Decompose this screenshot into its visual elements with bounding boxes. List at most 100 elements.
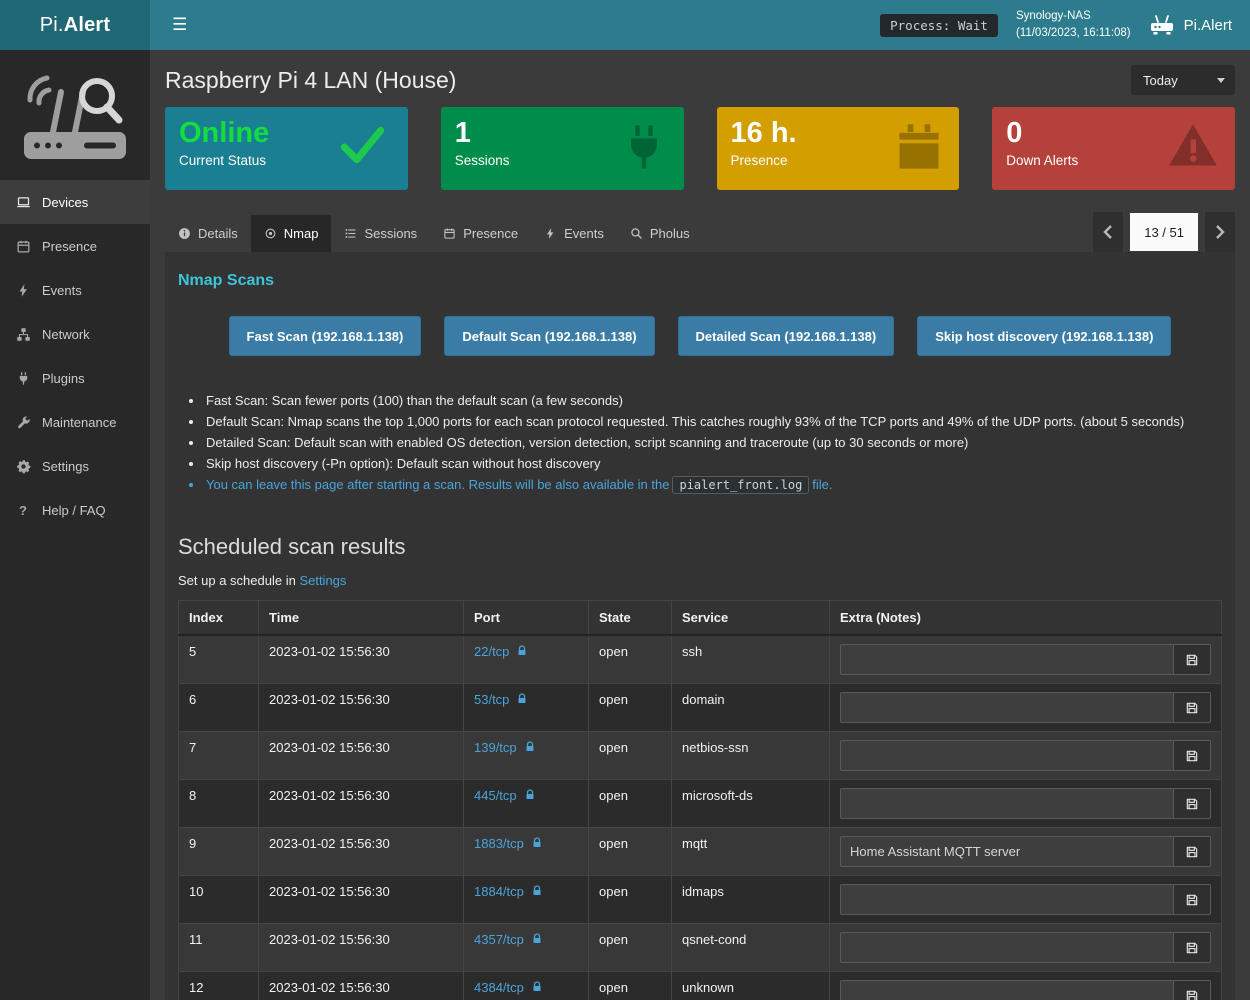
tab-events[interactable]: Events <box>531 215 617 252</box>
cell-port: 1884/tcp <box>463 875 589 924</box>
list-icon <box>344 227 357 240</box>
tab-details[interactable]: Details <box>165 215 251 252</box>
cell-index: 11 <box>178 923 259 972</box>
port-link[interactable]: 22/tcp <box>474 644 510 659</box>
header-app-link[interactable]: Pi.Alert <box>1149 14 1236 36</box>
save-note-button[interactable] <box>1174 788 1211 819</box>
cell-time: 2023-01-02 15:56:30 <box>258 875 464 924</box>
period-select-value: Today <box>1143 72 1178 88</box>
nmap-note-list: You can leave this page after starting a… <box>204 474 1222 496</box>
cell-extra-notes <box>829 779 1222 828</box>
magnifier-icon <box>630 227 643 240</box>
status-box-sessions: 1 Sessions <box>440 107 684 190</box>
scan-result-row: 10 2023-01-02 15:56:30 1884/tcp open idm… <box>178 875 1222 924</box>
note-input[interactable] <box>840 644 1174 675</box>
plug-icon <box>630 125 657 169</box>
scan-button[interactable]: Skip host discovery (192.168.1.138) <box>917 316 1172 356</box>
sidebar-item-events[interactable]: Events <box>0 268 150 312</box>
port-link[interactable]: 139/tcp <box>474 740 517 755</box>
note-input[interactable] <box>840 836 1174 867</box>
sidebar-item-plugins[interactable]: Plugins <box>0 356 150 400</box>
scan-description-item: Detailed Scan: Default scan with enabled… <box>204 432 1222 453</box>
cell-extra-notes <box>829 731 1222 780</box>
note-input[interactable] <box>840 932 1174 963</box>
device-pagination-indicator: 13 / 51 <box>1130 213 1198 251</box>
sidebar-item-presence[interactable]: Presence <box>0 224 150 268</box>
sidebar-item-network[interactable]: Network <box>0 312 150 356</box>
sidebar-item-label: Events <box>42 282 82 298</box>
note-input[interactable] <box>840 788 1174 819</box>
cell-port: 22/tcp <box>463 634 589 684</box>
scan-description-item: Skip host discovery (-Pn option): Defaul… <box>204 453 1222 474</box>
cell-state: open <box>588 634 672 684</box>
save-icon <box>1186 990 1198 1000</box>
router-icon <box>1150 15 1173 35</box>
cell-service: microsoft-ds <box>671 779 830 828</box>
port-link[interactable]: 4357/tcp <box>474 932 524 947</box>
note-input[interactable] <box>840 692 1174 723</box>
lock-icon <box>531 933 543 945</box>
port-link[interactable]: 4384/tcp <box>474 980 524 995</box>
save-note-button[interactable] <box>1174 884 1211 915</box>
sidebar-item-help-faq[interactable]: ? Help / FAQ <box>0 488 150 532</box>
port-link[interactable]: 445/tcp <box>474 788 517 803</box>
brand-logo[interactable]: Pi. Alert <box>0 0 150 50</box>
port-link[interactable]: 53/tcp <box>474 692 510 707</box>
network-icon <box>15 326 31 342</box>
sidebar-item-settings[interactable]: Settings <box>0 444 150 488</box>
tab-pholus[interactable]: Pholus <box>617 215 703 252</box>
save-icon <box>1186 894 1198 905</box>
status-box-down-alerts: 0 Down Alerts <box>992 107 1235 190</box>
status-label: Sessions <box>454 153 510 169</box>
period-select[interactable]: Today <box>1131 65 1235 95</box>
settings-link[interactable]: Settings <box>299 573 347 588</box>
save-note-button[interactable] <box>1174 980 1211 1000</box>
lock-icon <box>524 789 536 801</box>
status-value: Online <box>179 117 270 149</box>
scan-button[interactable]: Detailed Scan (192.168.1.138) <box>677 316 895 356</box>
save-note-button[interactable] <box>1174 644 1211 675</box>
save-note-button[interactable] <box>1174 740 1211 771</box>
scan-result-row: 6 2023-01-02 15:56:30 53/tcp open domain <box>178 683 1222 732</box>
prev-device-button[interactable] <box>1093 212 1124 252</box>
cell-state: open <box>588 731 672 780</box>
column-header-port: Port <box>463 600 589 636</box>
column-header-time: Time <box>258 600 464 636</box>
laptop-icon <box>15 194 31 210</box>
next-device-button[interactable] <box>1205 212 1235 252</box>
scan-description-item: Default Scan: Nmap scans the top 1,000 p… <box>204 411 1222 432</box>
sidebar-item-maintenance[interactable]: Maintenance <box>0 400 150 444</box>
lock-icon <box>516 645 528 657</box>
port-link[interactable]: 1883/tcp <box>474 836 524 851</box>
note-input[interactable] <box>840 980 1174 1000</box>
router-magnifier-icon <box>24 75 126 159</box>
cell-index: 6 <box>178 683 259 732</box>
port-link[interactable]: 1884/tcp <box>474 884 524 899</box>
tab-nmap[interactable]: Nmap <box>250 215 332 252</box>
note-input[interactable] <box>840 740 1174 771</box>
note-input-group <box>840 884 1211 915</box>
save-note-button[interactable] <box>1174 836 1211 867</box>
tab-sessions[interactable]: Sessions <box>331 215 430 252</box>
note-input[interactable] <box>840 884 1174 915</box>
warning-icon <box>1169 124 1217 166</box>
tab-presence[interactable]: Presence <box>430 215 531 252</box>
save-note-button[interactable] <box>1174 932 1211 963</box>
scan-button[interactable]: Default Scan (192.168.1.138) <box>444 316 655 356</box>
cell-extra-notes <box>829 683 1222 732</box>
status-value: 16 h. <box>730 117 797 149</box>
tab-label: Events <box>564 226 604 241</box>
scan-result-row: 11 2023-01-02 15:56:30 4357/tcp open qsn… <box>178 923 1222 972</box>
hamburger-icon: ☰ <box>172 15 188 34</box>
sidebar-item-label: Settings <box>42 458 89 474</box>
cell-state: open <box>588 875 672 924</box>
device-pager: 13 / 51 <box>1093 212 1235 252</box>
scan-button[interactable]: Fast Scan (192.168.1.138) <box>228 316 422 356</box>
process-status-badge: Process: Wait <box>880 13 998 37</box>
question-icon: ? <box>19 502 27 518</box>
sidebar-item-devices[interactable]: Devices <box>0 180 150 224</box>
save-note-button[interactable] <box>1174 692 1211 723</box>
cell-extra-notes <box>829 971 1222 1000</box>
bolt-icon <box>15 282 31 298</box>
sidebar-toggle-button[interactable]: ☰ <box>166 11 193 39</box>
